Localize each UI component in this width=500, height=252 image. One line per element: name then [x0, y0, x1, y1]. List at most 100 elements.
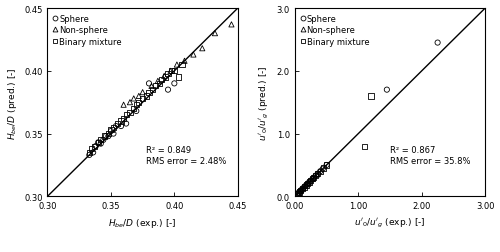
- Point: [305, 181, 313, 185]
- Point: [302, 183, 310, 187]
- Point: [145, 82, 153, 86]
- Point: [296, 190, 304, 194]
- Point: [120, 117, 128, 121]
- Legend: Sphere, Non-sphere, Binary mixture: Sphere, Non-sphere, Binary mixture: [299, 13, 371, 48]
- Point: [107, 128, 115, 132]
- Point: [190, 53, 198, 57]
- Legend: Sphere, Non-sphere, Binary mixture: Sphere, Non-sphere, Binary mixture: [52, 13, 124, 48]
- Point: [142, 94, 150, 99]
- Point: [297, 188, 305, 192]
- Point: [112, 124, 120, 129]
- Point: [110, 126, 118, 130]
- Point: [94, 141, 102, 145]
- Point: [130, 107, 138, 111]
- Point: [126, 101, 134, 105]
- Point: [302, 184, 310, 188]
- Point: [308, 177, 316, 181]
- Point: [94, 141, 102, 145]
- Point: [301, 184, 309, 188]
- Point: [135, 101, 143, 105]
- Point: [132, 110, 140, 114]
- Point: [304, 182, 312, 186]
- Point: [322, 163, 330, 167]
- Point: [434, 41, 442, 45]
- Point: [298, 187, 306, 191]
- Point: [154, 80, 162, 84]
- Point: [308, 177, 316, 181]
- Point: [299, 186, 307, 191]
- Point: [313, 173, 321, 177]
- Point: [148, 84, 156, 88]
- Point: [310, 176, 318, 180]
- Point: [138, 91, 146, 95]
- Point: [135, 94, 143, 99]
- Point: [162, 76, 170, 80]
- Point: [155, 82, 163, 86]
- Text: R² = 0.849
RMS error = 2.48%: R² = 0.849 RMS error = 2.48%: [146, 146, 227, 165]
- Point: [97, 142, 105, 146]
- Point: [319, 167, 327, 171]
- Point: [320, 166, 328, 170]
- Point: [145, 91, 153, 95]
- Point: [308, 177, 316, 181]
- Point: [152, 84, 160, 88]
- Point: [149, 88, 157, 92]
- Point: [322, 163, 330, 167]
- Text: R² = 0.867
RMS error = 35.8%: R² = 0.867 RMS error = 35.8%: [390, 146, 470, 165]
- Point: [170, 70, 178, 74]
- Point: [164, 72, 172, 76]
- X-axis label: $H_{be}/D$ (exp.) [-]: $H_{be}/D$ (exp.) [-]: [108, 216, 177, 229]
- Point: [306, 179, 314, 183]
- Point: [88, 147, 96, 151]
- Point: [158, 78, 166, 82]
- Point: [170, 82, 178, 86]
- X-axis label: $u'_0/u'_g$ (exp.) [-]: $u'_0/u'_g$ (exp.) [-]: [354, 216, 426, 229]
- Point: [166, 70, 174, 74]
- Point: [100, 138, 108, 142]
- Point: [305, 181, 313, 185]
- Point: [296, 190, 304, 194]
- Point: [97, 138, 105, 142]
- Point: [367, 94, 375, 99]
- Point: [117, 119, 125, 123]
- Point: [304, 182, 312, 186]
- Point: [178, 63, 186, 67]
- Point: [298, 187, 306, 191]
- Point: [110, 132, 118, 136]
- Point: [160, 75, 168, 79]
- Y-axis label: $H_{be}/D$ (pred.) [-]: $H_{be}/D$ (pred.) [-]: [6, 67, 18, 139]
- Point: [117, 124, 125, 129]
- Point: [174, 76, 182, 80]
- Point: [104, 135, 112, 139]
- Point: [92, 145, 100, 149]
- Point: [312, 174, 320, 178]
- Point: [120, 103, 128, 107]
- Y-axis label: $u'_0/u'_g$ (pred.) [-]: $u'_0/u'_g$ (pred.) [-]: [258, 65, 271, 140]
- Point: [294, 191, 302, 195]
- Point: [90, 145, 98, 149]
- Point: [294, 192, 302, 196]
- Point: [122, 122, 130, 126]
- Point: [312, 174, 320, 178]
- Point: [86, 153, 94, 157]
- Point: [360, 145, 368, 149]
- Point: [132, 103, 140, 107]
- Point: [302, 183, 310, 187]
- Point: [122, 113, 130, 117]
- Point: [89, 151, 97, 155]
- Point: [296, 189, 304, 193]
- Point: [297, 188, 305, 192]
- Point: [293, 193, 301, 197]
- Point: [107, 130, 115, 134]
- Point: [228, 23, 235, 27]
- Point: [300, 185, 308, 189]
- Point: [211, 32, 219, 36]
- Point: [198, 47, 206, 51]
- Point: [306, 180, 314, 184]
- Point: [138, 97, 146, 101]
- Point: [316, 170, 324, 174]
- Point: [306, 179, 314, 183]
- Point: [296, 190, 304, 194]
- Point: [314, 172, 322, 176]
- Point: [168, 70, 176, 74]
